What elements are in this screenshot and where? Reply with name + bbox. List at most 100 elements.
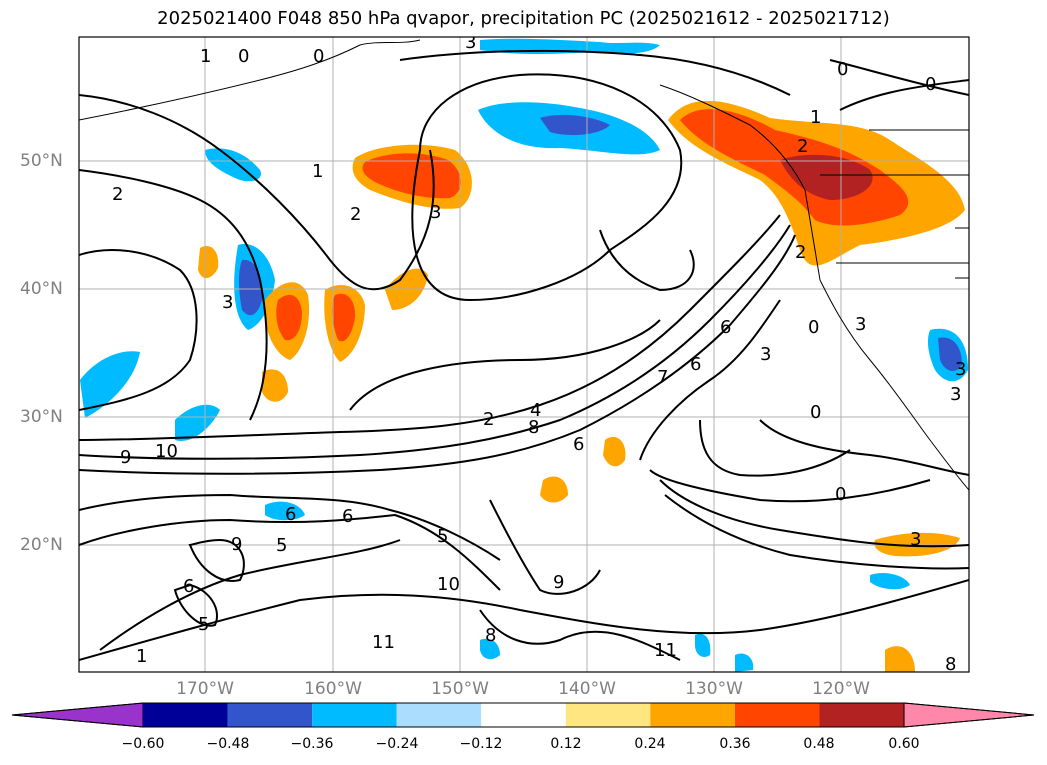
lon-label: 160°W [304,679,362,699]
precip-positive-region [262,369,288,402]
contour-label: 3 [430,202,441,223]
colorbar-segment [734,703,820,727]
contour-label: 4 [530,400,541,421]
colorbar-outline [11,702,1035,728]
colorbar-segment [143,703,228,727]
lon-label: 150°W [431,679,489,699]
lat-label: 30°N [20,407,63,427]
coastlines [79,39,969,491]
contour-label: 9 [231,534,242,555]
contour-label: 2 [483,409,494,430]
precip-positive-region [276,294,302,341]
contour-label: 2 [350,204,361,225]
plot-frame [78,36,970,673]
lon-label: 170°W [176,679,234,699]
lat-label: 40°N [20,279,63,299]
colorbar-segment [650,703,735,727]
contour-label: 0 [835,484,846,505]
contour-label: 6 [342,506,353,527]
contour-label: 3 [760,344,771,365]
contour-label: 0 [808,317,819,338]
contour-label: 6 [285,504,296,525]
colorbar-tick-label: 0.60 [888,736,920,752]
contour-label: 10 [437,574,460,595]
contour-label: 6 [573,434,584,455]
contour-label: 5 [437,526,448,547]
precip-negative-region [870,573,910,590]
contour-label: 0 [313,46,324,67]
colorbar-tick-label: 0.36 [719,736,751,752]
contour-label: 6 [720,317,731,338]
colorbar-tick-label: −0.24 [375,736,419,752]
precip-negative-region [175,404,220,441]
precip-negative-region [265,501,305,521]
precip-positive-region [540,476,568,503]
contour-label: 0 [837,59,848,80]
lon-label: 130°W [685,679,743,699]
map-title: 2025021400 F048 850 hPa qvapor, precipit… [157,8,890,29]
contour-label: 5 [276,535,287,556]
contour-label: 0 [238,46,249,67]
contour-label: 3 [465,32,476,53]
colorbar-extend-high [903,702,1035,728]
colorbar-tick-label: 0.48 [803,736,835,752]
qvapor-contours [79,49,969,661]
map-gridlines [79,37,969,672]
contour-label: 1 [200,46,211,67]
precip-positive-region [198,246,219,279]
contour-label: 5 [198,614,209,635]
colorbar-tick-label: −0.36 [290,736,334,752]
lon-label: 140°W [558,679,616,699]
contour-label: 0 [810,402,821,423]
contour-label: 6 [183,576,194,597]
contour-label: 2 [797,136,808,157]
precip-positive-region [780,154,873,200]
colorbar-segment [819,703,905,727]
precip-shading [80,38,968,672]
colorbar [11,702,1035,728]
contour-label: 3 [955,359,966,380]
contour-label: 10 [155,441,178,462]
contour-label: 8 [528,417,539,438]
precip-negative-region [938,337,962,372]
lon-label: 120°W [812,679,870,699]
precip-positive-region [885,646,915,672]
contour-label: 8 [485,625,496,646]
precip-negative-region [540,114,610,136]
colorbar-tick-label: −0.60 [121,736,165,752]
contour-label: 11 [654,640,677,661]
contour-label: 2 [795,242,806,263]
lat-label: 20°N [20,535,63,555]
colorbar-segment [227,703,313,727]
colorbar-tick-label: −0.48 [206,736,250,752]
precip-negative-region [239,259,263,316]
contour-label: 0 [925,74,936,95]
precip-positive-region [603,436,626,467]
contour-label: 6 [690,354,701,375]
colorbar-segment [565,703,651,727]
contour-labels: 1 0 0 3 0 0 1 2 2 1 2 3 3 3 2 4 8 7 6 6 … [112,32,966,675]
colorbar-segment [312,703,397,727]
contour-label: 9 [120,447,131,468]
precip-negative-region [735,653,754,672]
colorbar-tick-label: 0.12 [550,736,582,752]
contour-label: 3 [855,314,866,335]
contour-label: 1 [136,646,147,667]
contour-label: 9 [553,572,564,593]
precip-positive-region [332,293,356,342]
contour-label: 3 [950,384,961,405]
precip-negative-region [480,638,500,660]
lat-label: 50°N [20,151,63,171]
contour-label: 1 [810,107,821,128]
contour-label: 1 [312,161,323,182]
contour-label: 11 [372,632,395,653]
colorbar-segment [396,703,482,727]
contour-label: 3 [910,529,921,550]
contour-label: 7 [657,367,668,388]
contour-label: 8 [945,654,956,675]
precip-negative-region [205,148,261,182]
colorbar-tick-label: 0.24 [634,736,666,752]
colorbar-segment [481,703,566,727]
map-plot-area: 1 0 0 3 0 0 1 2 2 1 2 3 3 3 2 4 8 7 6 6 … [79,32,969,675]
